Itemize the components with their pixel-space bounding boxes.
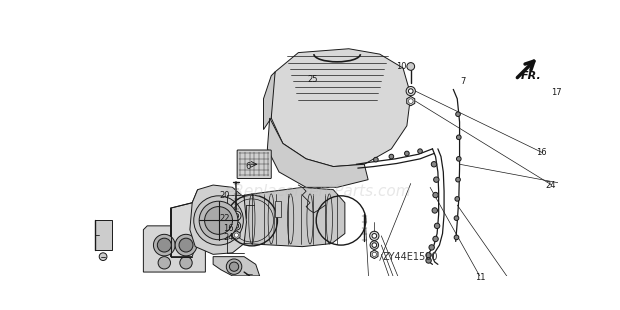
FancyBboxPatch shape (94, 220, 112, 250)
Circle shape (435, 223, 440, 228)
Circle shape (454, 216, 459, 220)
Circle shape (454, 235, 459, 240)
Circle shape (418, 149, 422, 153)
Circle shape (205, 206, 232, 234)
Circle shape (372, 243, 376, 247)
Circle shape (229, 262, 239, 271)
Circle shape (199, 201, 238, 240)
Text: 16: 16 (536, 148, 546, 157)
Circle shape (456, 112, 460, 117)
Text: 22: 22 (219, 214, 230, 223)
Text: 16: 16 (223, 224, 234, 233)
Circle shape (426, 258, 432, 263)
Circle shape (433, 192, 438, 198)
Circle shape (99, 253, 107, 260)
Polygon shape (213, 257, 260, 276)
Circle shape (179, 238, 193, 252)
Text: 24: 24 (223, 233, 234, 242)
Circle shape (456, 157, 461, 161)
Circle shape (193, 196, 243, 245)
Text: 10: 10 (396, 62, 407, 71)
Circle shape (404, 151, 409, 156)
Text: 17: 17 (551, 88, 562, 97)
Text: FR.: FR. (521, 71, 541, 81)
Circle shape (234, 233, 239, 237)
Circle shape (234, 224, 239, 228)
Text: ZY44E1500: ZY44E1500 (383, 252, 438, 262)
Circle shape (432, 208, 438, 213)
Circle shape (426, 252, 432, 258)
Polygon shape (190, 185, 247, 254)
Circle shape (372, 233, 376, 238)
Polygon shape (232, 231, 240, 239)
Text: 24: 24 (545, 180, 556, 189)
Circle shape (389, 154, 394, 159)
Circle shape (370, 231, 379, 241)
Circle shape (175, 234, 197, 256)
Polygon shape (267, 118, 368, 187)
Polygon shape (407, 96, 415, 106)
Circle shape (432, 162, 436, 167)
Polygon shape (170, 190, 198, 257)
Circle shape (226, 259, 242, 274)
Polygon shape (264, 72, 275, 130)
Circle shape (234, 214, 239, 218)
Circle shape (433, 177, 439, 182)
Text: 25: 25 (308, 75, 318, 84)
Circle shape (157, 238, 171, 252)
Polygon shape (143, 226, 205, 272)
Text: 6: 6 (246, 162, 250, 171)
Circle shape (180, 257, 192, 269)
Text: 11: 11 (476, 273, 485, 282)
Circle shape (372, 252, 376, 256)
Text: eReplacementParts.com: eReplacementParts.com (224, 184, 411, 199)
Circle shape (407, 63, 415, 70)
Circle shape (456, 177, 460, 182)
Text: 7: 7 (461, 78, 466, 86)
Circle shape (409, 89, 413, 93)
FancyBboxPatch shape (275, 201, 281, 217)
Circle shape (232, 211, 241, 220)
Polygon shape (244, 187, 345, 247)
Circle shape (158, 257, 170, 269)
Circle shape (429, 245, 435, 250)
Circle shape (406, 86, 415, 96)
Circle shape (373, 157, 378, 162)
Circle shape (370, 241, 379, 249)
FancyBboxPatch shape (237, 150, 272, 179)
Circle shape (456, 135, 461, 140)
Polygon shape (371, 250, 378, 259)
Circle shape (455, 197, 459, 201)
Polygon shape (270, 49, 410, 166)
Circle shape (154, 234, 175, 256)
Circle shape (433, 236, 438, 241)
Text: 20: 20 (219, 191, 230, 200)
Circle shape (409, 99, 413, 104)
Circle shape (232, 222, 241, 230)
